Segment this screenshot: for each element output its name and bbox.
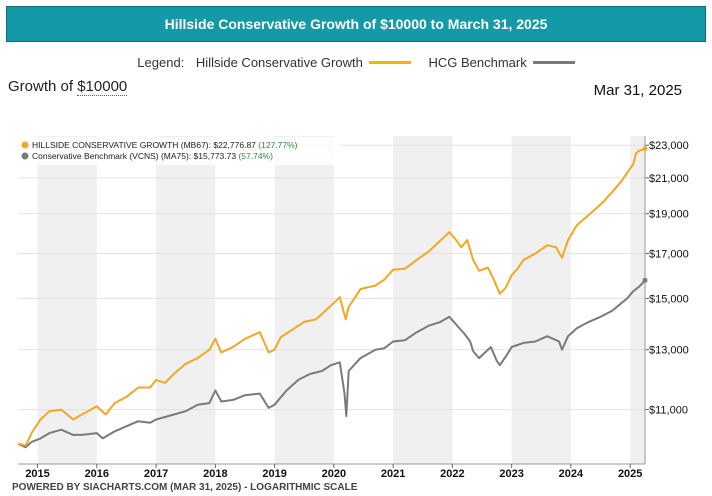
y-tick-label: $17,000 bbox=[649, 249, 689, 261]
x-tick-label: 2025 bbox=[618, 468, 642, 480]
year-band bbox=[511, 136, 571, 464]
x-tick-label: 2024 bbox=[559, 468, 584, 480]
y-tick-label: $15,000 bbox=[649, 293, 689, 305]
x-tick-label: 2020 bbox=[322, 468, 346, 480]
growth-chart: $23,000 $21,000 $19,000 $17,000 $15,000 $13,0… bbox=[17, 136, 689, 480]
legend-item-hillside[interactable]: Hillside Conservative Growth bbox=[196, 55, 411, 70]
series-line-hillside bbox=[17, 147, 646, 447]
x-tick-label: 2017 bbox=[144, 468, 168, 480]
inchart-legend-dot-benchmark bbox=[21, 152, 29, 160]
year-band bbox=[156, 136, 216, 464]
chart-footer: POWERED BY SIACHARTS.COM (MAR 31, 2025) … bbox=[12, 482, 358, 493]
legend-label: Legend: bbox=[137, 55, 185, 70]
x-tick-label: 2016 bbox=[85, 468, 109, 480]
y-tick-label: $13,000 bbox=[649, 345, 689, 357]
legend-swatch-hillside bbox=[368, 61, 411, 64]
x-tick-label: 2021 bbox=[381, 468, 405, 480]
inchart-legend-box bbox=[19, 137, 341, 165]
legend-swatch-benchmark bbox=[532, 61, 575, 64]
y-tick-label: $23,000 bbox=[649, 140, 689, 152]
x-tick-label: 2015 bbox=[25, 468, 49, 480]
inchart-legend-value: Conservative Benchmark (VCNS) (MA75): $1… bbox=[32, 151, 238, 161]
x-tick-label: 2018 bbox=[203, 468, 227, 480]
x-tick-label: 2023 bbox=[499, 468, 523, 480]
y-tick-label: $21,000 bbox=[649, 173, 689, 185]
series-endpoint-hillside bbox=[642, 146, 648, 152]
year-band bbox=[393, 136, 453, 464]
chart-title-bar: Hillside Conservative Growth of $10000 t… bbox=[6, 6, 706, 42]
y-tick-label: $11,000 bbox=[649, 405, 688, 417]
inchart-legend-dot-hillside bbox=[21, 141, 29, 149]
inchart-legend-text-benchmark: Conservative Benchmark (VCNS) (MA75): $1… bbox=[32, 151, 273, 161]
x-tick-label: 2019 bbox=[262, 468, 286, 480]
growth-label: Growth of $10000 bbox=[8, 78, 128, 96]
inchart-legend-text-hillside: HILLSIDE CONSERVATIVE GROWTH (MB67): $22… bbox=[32, 140, 298, 150]
x-tick-label: 2022 bbox=[440, 468, 464, 480]
y-tick-label: $19,000 bbox=[649, 209, 689, 221]
inchart-legend-value: HILLSIDE CONSERVATIVE GROWTH (MB67): $22… bbox=[32, 140, 258, 150]
growth-label-prefix: Growth of bbox=[8, 78, 74, 95]
series-line-benchmark bbox=[17, 279, 646, 449]
year-band bbox=[274, 136, 334, 464]
inchart-legend-change: (57.74%) bbox=[238, 151, 273, 161]
year-band bbox=[630, 136, 645, 464]
legend-item-hillside-label: Hillside Conservative Growth bbox=[195, 55, 363, 70]
as-of-date: Mar 31, 2025 bbox=[593, 82, 682, 99]
legend-item-benchmark[interactable]: HCG Benchmark bbox=[428, 55, 575, 70]
series-endpoint-benchmark bbox=[642, 277, 648, 283]
legend: Legend: Hillside Conservative Growth HCG… bbox=[0, 55, 712, 70]
chart-title: Hillside Conservative Growth of $10000 t… bbox=[164, 16, 548, 32]
growth-amount-link[interactable]: $10000 bbox=[77, 78, 128, 96]
inchart-legend-change: (127.77%) bbox=[258, 140, 297, 150]
legend-item-benchmark-label: HCG Benchmark bbox=[428, 55, 527, 70]
